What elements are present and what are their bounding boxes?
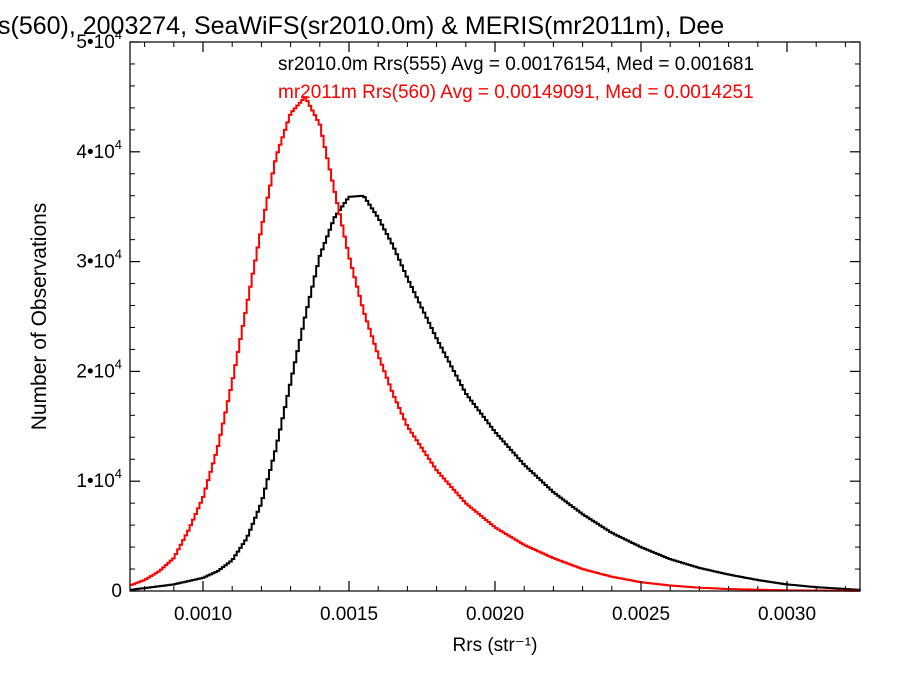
legend: sr2010.0m Rrs(555) Avg = 0.00176154, Med… — [278, 54, 754, 103]
series-line-red — [130, 96, 861, 592]
x-tick-label: 0.0010 — [174, 604, 232, 625]
x-tick-label: 0.0020 — [466, 604, 524, 625]
legend-entry-black-series: sr2010.0m Rrs(555) Avg = 0.00176154, Med… — [278, 54, 754, 75]
series-layer — [130, 96, 861, 592]
y-tick-label: 5•104 — [76, 27, 122, 53]
y-tick-label: 2•104 — [76, 356, 122, 382]
y-tick-label: 1•104 — [76, 466, 122, 492]
legend-entry-red-series: mr2011m Rrs(560) Avg = 0.00149091, Med =… — [278, 82, 754, 103]
chart-title: s(560), 2003274, SeaWiFS(sr2010.0m) & ME… — [0, 12, 724, 40]
y-axis-label: Number of Observations — [28, 203, 51, 431]
series-line-black — [130, 194, 861, 591]
axes-layer: 0.0010 0.0015 0.0020 0.0025 0.0030 0 1•104 2•10… — [76, 27, 860, 625]
x-axis-label: Rrs (str⁻¹) — [453, 635, 538, 656]
y-tick-label: 4•104 — [76, 137, 122, 163]
plot-frame — [129, 41, 861, 592]
x-tick-label: 0.0025 — [612, 604, 670, 625]
x-tick-label: 0.0015 — [320, 604, 378, 625]
y-tick-label: 0 — [111, 581, 122, 602]
y-tick-label: 3•104 — [76, 247, 122, 273]
x-tick-label: 0.0030 — [758, 604, 816, 625]
